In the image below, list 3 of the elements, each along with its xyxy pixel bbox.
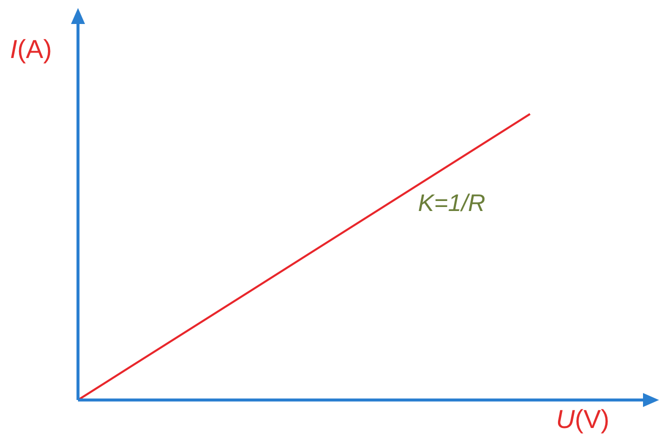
y-axis-title: I(A) — [10, 34, 52, 64]
annotation: K=1/R — [418, 190, 486, 218]
x-axis-title: U(V) — [556, 404, 610, 434]
